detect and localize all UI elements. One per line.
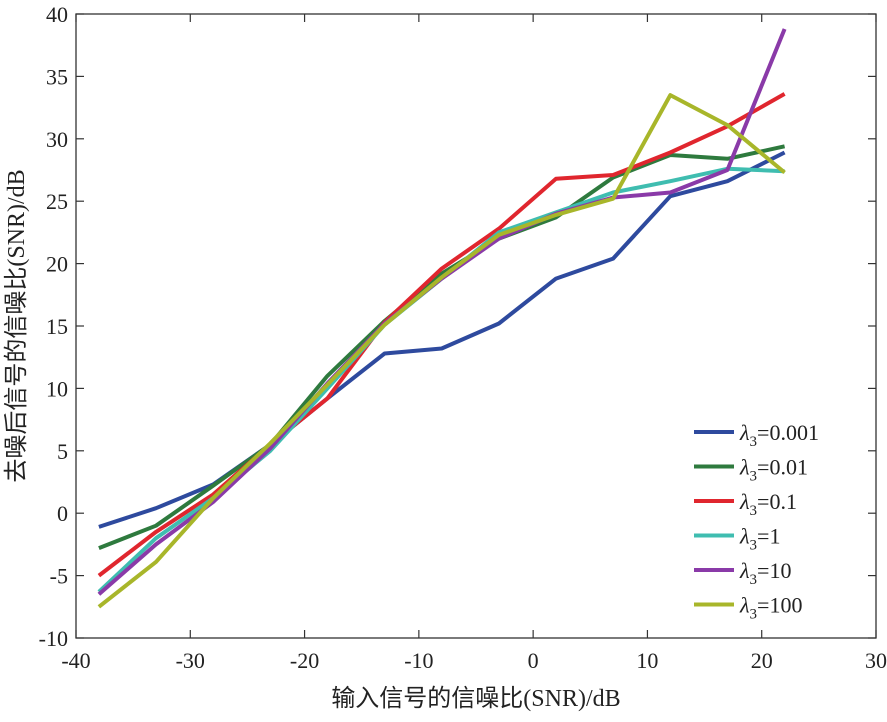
- y-tick-label: 30: [46, 127, 68, 152]
- tick-layer: -40 -30 -20 -10 0 10 20 30 -10 -5 0 5 10 15 20 25 30 35 40: [39, 2, 887, 673]
- y-tick-label: 20: [46, 252, 68, 277]
- x-axis-title: 输入信号的信噪比(SNR)/dB: [331, 685, 620, 712]
- legend-label: λ3=10: [739, 558, 791, 588]
- legend-label: λ3=0.001: [739, 420, 819, 450]
- series-line-6: [97, 93, 786, 609]
- x-tick-label: -10: [404, 648, 433, 673]
- y-tick-label: 5: [57, 439, 68, 464]
- legend-label: λ3=1: [739, 524, 780, 554]
- y-tick-label: 15: [46, 314, 68, 339]
- x-tick-label: -30: [176, 648, 205, 673]
- x-tick-label: 0: [528, 648, 539, 673]
- legend-label: λ3=100: [739, 593, 802, 623]
- x-tick-label: 10: [636, 648, 658, 673]
- y-tick-label: -10: [39, 626, 68, 651]
- y-tick-label: 25: [46, 189, 68, 214]
- y-tick-label: 40: [46, 2, 68, 27]
- legend: λ3=0.001 λ3=0.01 λ3=0.1 λ3=1 λ3=10 λ3=100: [694, 420, 819, 623]
- x-tick-label: -40: [61, 648, 90, 673]
- legend-label: λ3=0.1: [739, 489, 797, 519]
- series-layer: [97, 28, 787, 609]
- legend-label: λ3=0.01: [739, 455, 808, 485]
- series-line-2: [98, 144, 786, 550]
- y-tick-label: 35: [46, 64, 68, 89]
- y-tick-label: 10: [46, 376, 68, 401]
- y-tick-label: 0: [57, 501, 68, 526]
- x-tick-label: 30: [865, 648, 887, 673]
- y-axis-title: 去噪后信号的信噪比(SNR)/dB: [3, 169, 30, 482]
- x-tick-label: -20: [290, 648, 319, 673]
- y-tick-label: -5: [50, 564, 68, 589]
- series-line-3: [97, 92, 786, 578]
- x-tick-label: 20: [751, 648, 773, 673]
